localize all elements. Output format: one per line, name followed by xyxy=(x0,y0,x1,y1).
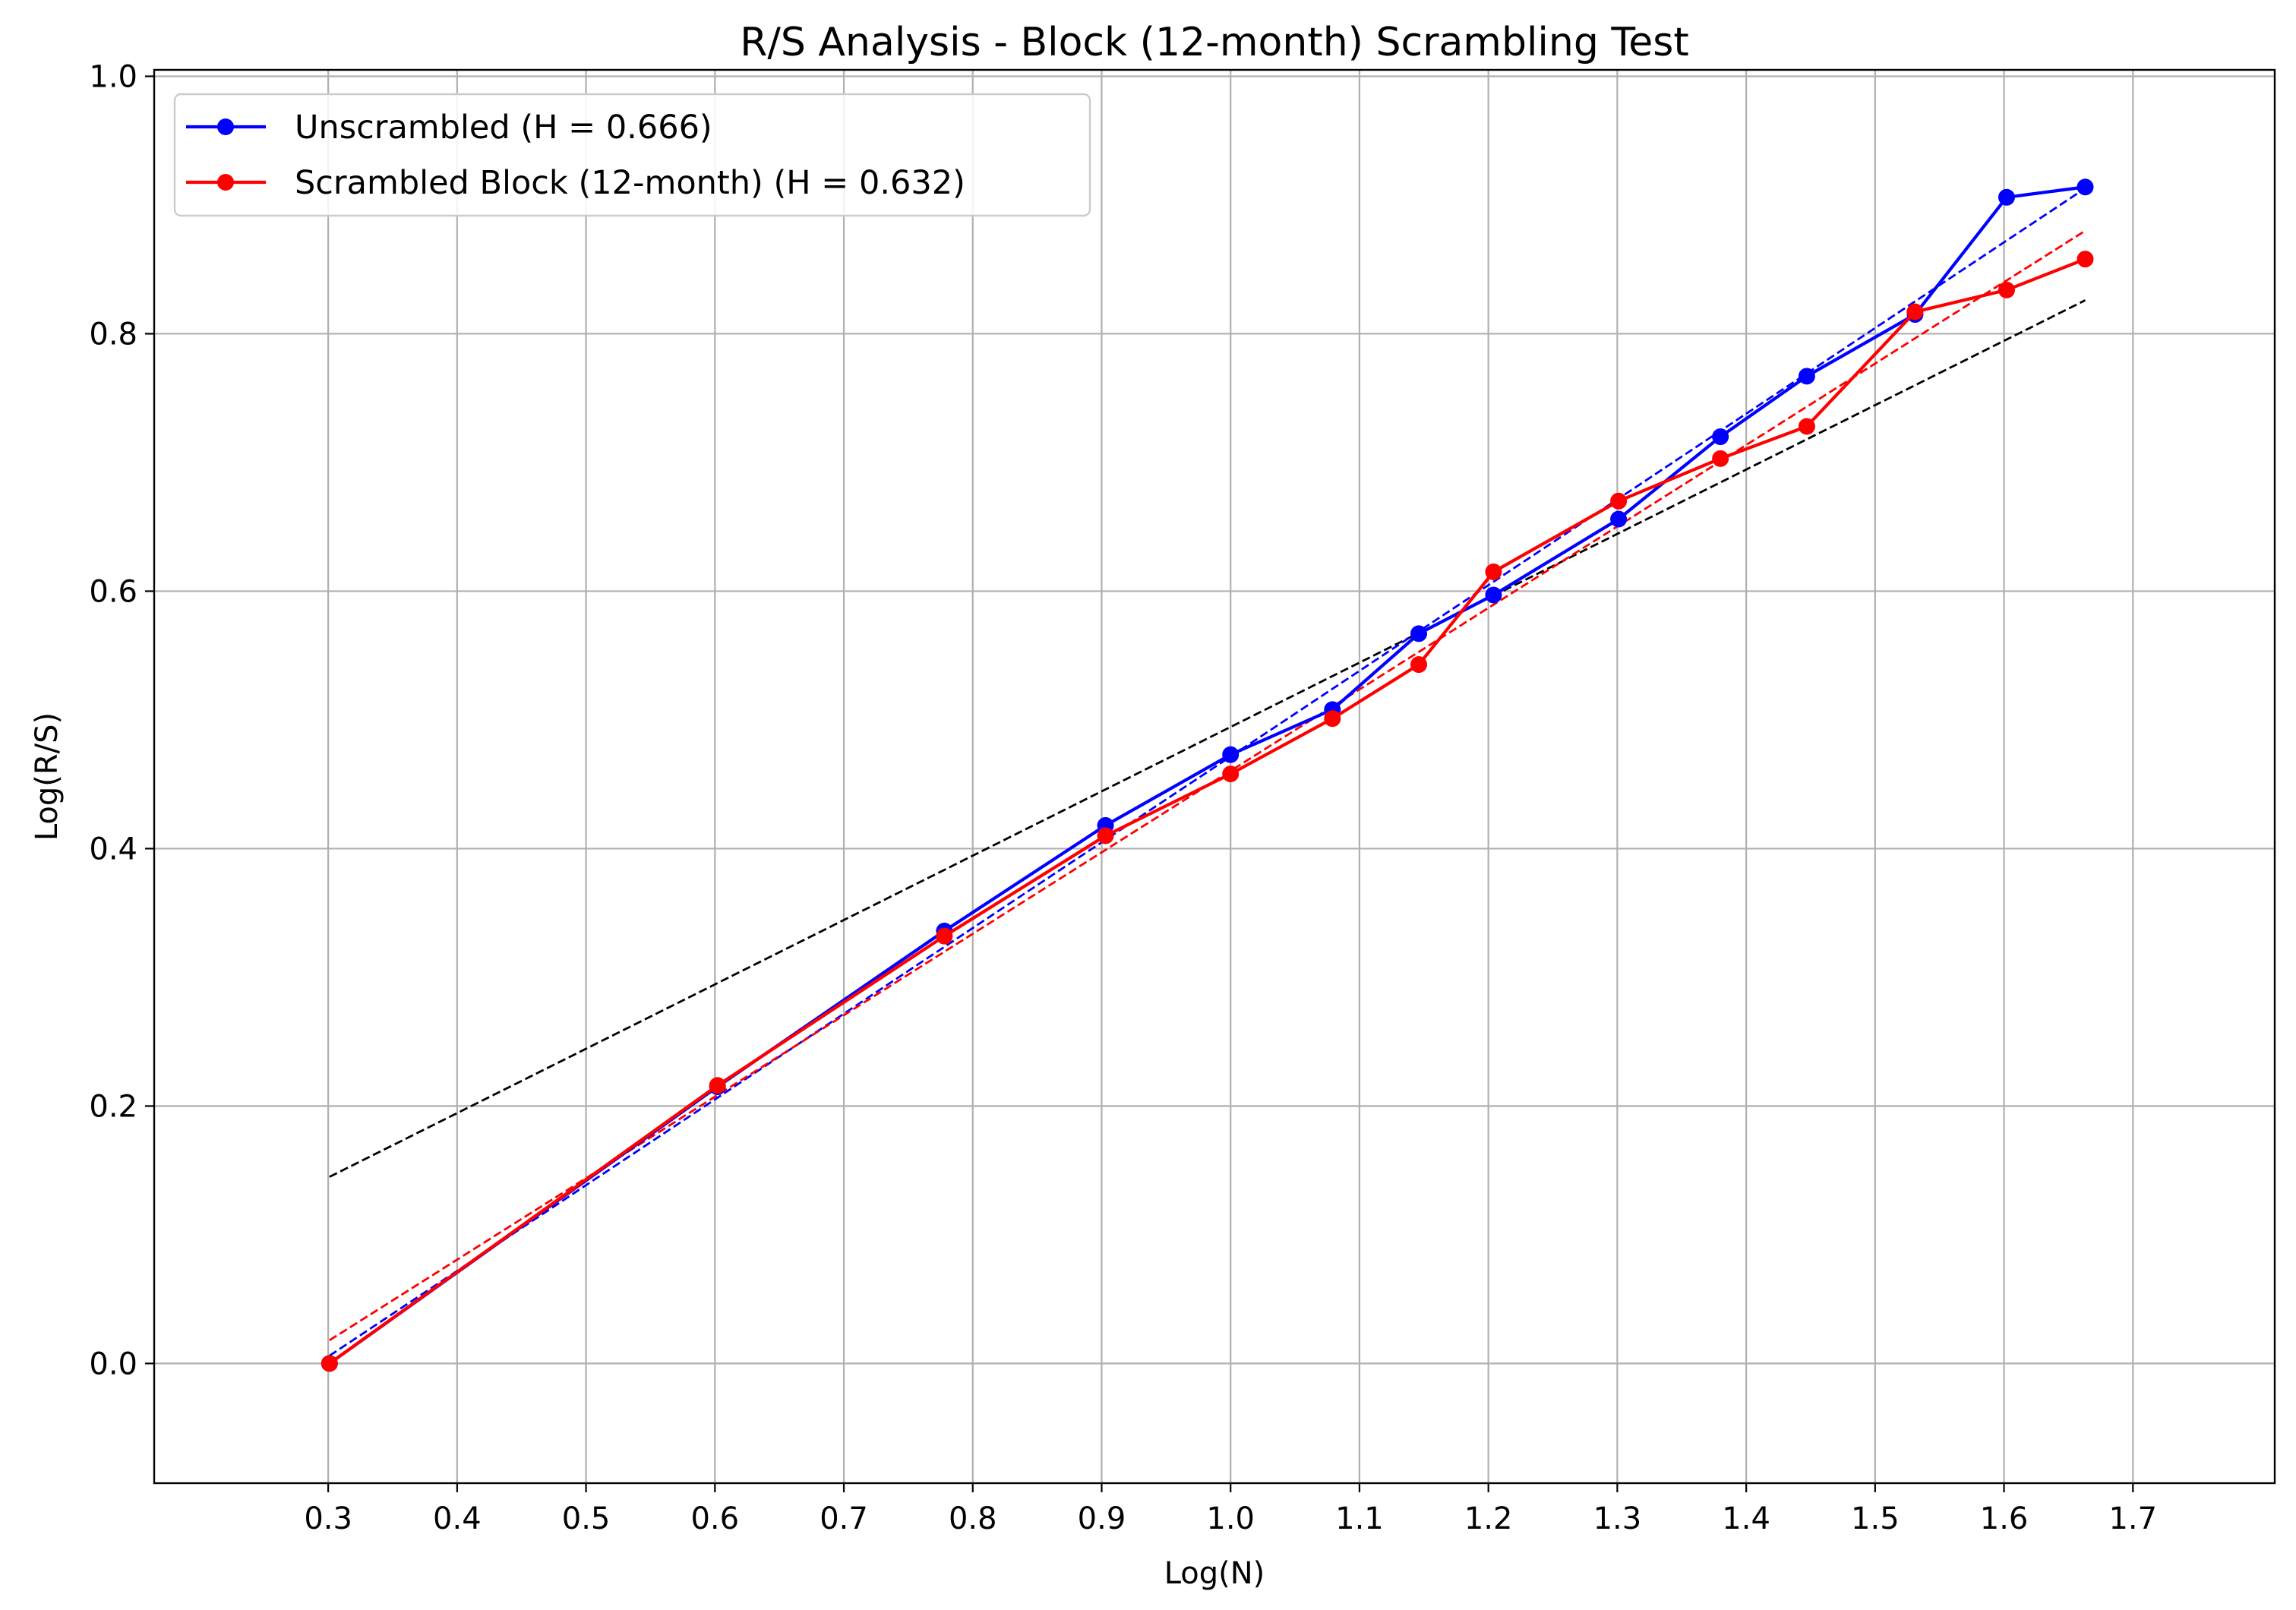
x-tick-label: 0.8 xyxy=(949,1501,997,1536)
series-line-1 xyxy=(328,257,2086,1365)
y-tick-label: 0.0 xyxy=(89,1346,137,1381)
y-tick-label: 1.0 xyxy=(89,59,137,94)
x-tick-label: 0.4 xyxy=(433,1501,482,1536)
chart-title: R/S Analysis - Block (12-month) Scrambli… xyxy=(740,20,1689,65)
x-tick-label: 1.2 xyxy=(1464,1501,1513,1536)
x-tick-label: 1.3 xyxy=(1593,1501,1642,1536)
data-point xyxy=(1798,418,1815,435)
data-point xyxy=(321,1355,338,1372)
x-tick-label: 1.0 xyxy=(1206,1501,1255,1536)
series-1 xyxy=(321,251,2094,1372)
legend-marker xyxy=(217,174,234,191)
series-lines xyxy=(321,178,2094,1372)
data-point xyxy=(1097,827,1114,844)
data-point xyxy=(1410,656,1428,674)
data-point xyxy=(1998,188,2015,206)
x-tick-label: 0.9 xyxy=(1078,1501,1126,1536)
x-tick-label: 0.3 xyxy=(304,1501,352,1536)
legend: Unscrambled (H = 0.666) Scrambled Block (… xyxy=(173,93,1091,217)
x-tick-label: 0.6 xyxy=(690,1501,739,1536)
x-axis-title: Log(N) xyxy=(1164,1556,1265,1591)
data-point xyxy=(1610,492,1628,510)
x-tick-label: 0.5 xyxy=(562,1501,611,1536)
x-tick-label: 1.1 xyxy=(1335,1501,1384,1536)
legend-box xyxy=(173,93,1091,217)
data-point xyxy=(1712,428,1729,446)
data-point xyxy=(1712,450,1729,467)
y-tick-label: 0.4 xyxy=(89,832,137,867)
data-point xyxy=(1998,281,2015,298)
fit-line-series-0 xyxy=(329,187,2086,1357)
data-point xyxy=(1222,766,1240,783)
x-tick-label: 1.7 xyxy=(2108,1501,2157,1536)
data-point xyxy=(709,1077,726,1094)
x-tick-label: 1.4 xyxy=(1722,1501,1770,1536)
data-point xyxy=(936,927,953,945)
x-tick-label: 0.7 xyxy=(820,1501,868,1536)
reference-line xyxy=(329,299,2086,1178)
plot-frame xyxy=(153,68,2276,1485)
data-point xyxy=(1410,625,1428,642)
data-point xyxy=(1906,303,1924,320)
data-point xyxy=(1324,710,1341,728)
y-tick-label: 0.6 xyxy=(89,574,137,609)
y-axis-title: Log(R/S) xyxy=(30,712,65,841)
data-point xyxy=(1798,368,1815,385)
axis-ticks: 0.3 0.4 0.5 0.6 0.7 0.8 0.9 1.0 1.1 1.2 1.3 1.4 1.5 1… xyxy=(89,59,2157,1536)
legend-marker xyxy=(217,118,234,135)
legend-label: Unscrambled (H = 0.666) xyxy=(295,109,712,147)
y-tick-label: 0.8 xyxy=(89,317,137,352)
legend-label: Scrambled Block (12-month) (H = 0.632) xyxy=(295,164,965,202)
data-point xyxy=(1485,586,1502,604)
data-point xyxy=(2077,178,2094,196)
data-point xyxy=(1485,564,1502,581)
y-tick-label: 0.2 xyxy=(89,1089,137,1124)
x-tick-label: 1.6 xyxy=(1980,1501,2029,1536)
x-tick-label: 1.5 xyxy=(1851,1501,1900,1536)
grid xyxy=(154,70,2275,1483)
series-line-0 xyxy=(328,185,2086,1365)
data-point xyxy=(1610,510,1628,528)
data-point xyxy=(1222,746,1240,763)
data-point xyxy=(2077,251,2094,268)
